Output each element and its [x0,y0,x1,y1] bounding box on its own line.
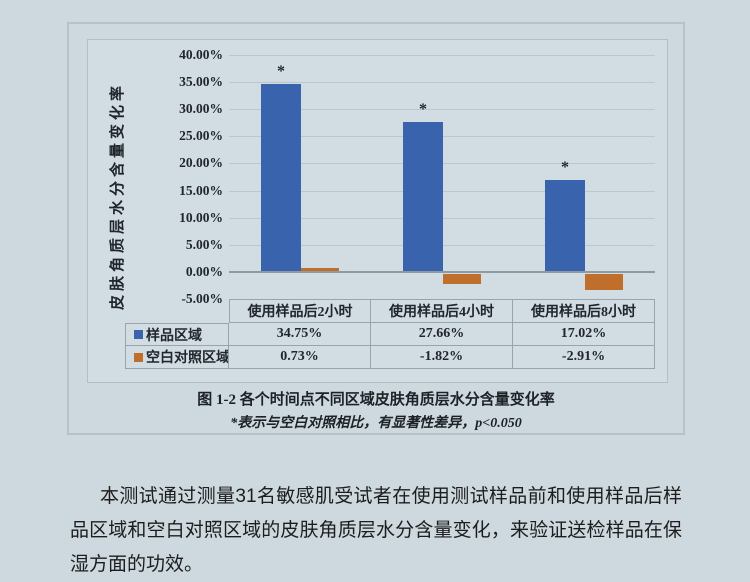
page: 皮肤角质层水分含量变化率 40.00% 35.00% 30.00% 25.00% 20.… [67,22,685,575]
figure-caption: 图 1-2 各个时间点不同区域皮肤角质层水分含量变化率 [197,392,555,408]
legend-cell-sample: 样品区域 [125,323,229,346]
table-header-category-2: 使用样品后8小时 [513,299,655,323]
bar-sample-0 [261,84,301,272]
y-tick-label: 0.00% [185,264,223,279]
y-tick-label: 25.00% [179,128,223,143]
y-tick-label: 35.00% [179,74,223,89]
figure-panel: 皮肤角质层水分含量变化率 40.00% 35.00% 30.00% 25.00% 20.… [67,22,685,435]
y-axis-title: 皮肤角质层水分含量变化率 [110,82,126,311]
zero-axis-line [229,271,655,273]
y-tick-label: 5.00% [185,237,223,252]
table-value-sample-2: 17.02% [513,323,655,346]
table-value-control-2: -2.91% [513,346,655,369]
significance-asterisk: * [561,159,569,176]
y-tick-label: 10.00% [179,210,223,225]
table-value-control-0: 0.73% [229,346,371,369]
legend-swatch-icon [134,352,143,362]
legend-cell-control: 空白对照区域 [125,346,229,369]
gridline [229,82,655,83]
table-value-control-1: -1.82% [371,346,513,369]
chart-area: 皮肤角质层水分含量变化率 40.00% 35.00% 30.00% 25.00% 20.… [87,39,668,383]
y-tick-label: -5.00% [181,291,223,306]
table-corner-cell [125,299,229,323]
table-header-category-1: 使用样品后4小时 [371,299,513,323]
legend-series-name: 样品区域 [146,328,202,344]
y-tick-label: 20.00% [179,155,223,170]
gridline [229,55,655,56]
bar-sample-1 [403,122,443,272]
y-tick-label: 30.00% [179,101,223,116]
chart-data-table: 使用样品后2小时 使用样品后4小时 使用样品后8小时样品区域 34.75% 27.66%… [125,299,655,369]
bar-control-2 [585,274,623,290]
bar-control-0 [301,268,339,272]
legend-series-name: 空白对照区域 [146,351,229,366]
table-value-sample-1: 27.66% [371,323,513,346]
bar-control-1 [443,274,481,284]
significance-asterisk: * [277,63,285,80]
table-header-category-0: 使用样品后2小时 [229,299,371,323]
significance-asterisk: * [419,101,427,118]
significance-note: *表示与空白对照相比，有显著性差异，p<0.050 [230,416,522,431]
y-tick-label: 40.00% [179,47,223,62]
gridline [229,109,655,110]
table-value-sample-0: 34.75% [229,323,371,346]
bar-sample-2 [545,180,585,272]
legend-swatch-icon [134,330,143,339]
y-tick-label: 15.00% [179,183,223,198]
description-paragraph: 本测试通过测量31名敏感肌受试者在使用测试样品前和使用样品后样品区域和空白对照区… [70,486,682,575]
